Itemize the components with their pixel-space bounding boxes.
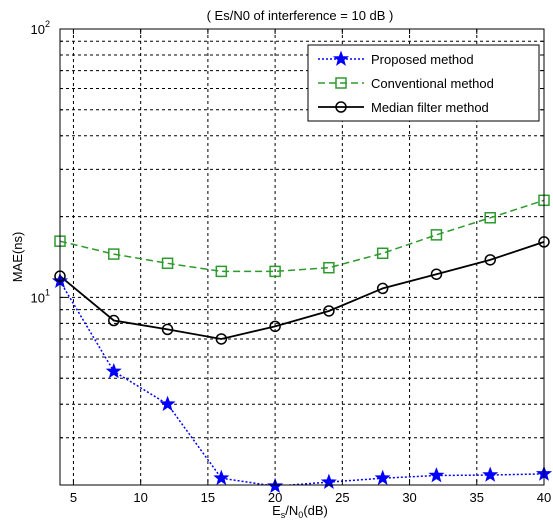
x-tick-label: 10 [133, 490, 147, 505]
conventional-method-point [215, 265, 228, 278]
proposed-method-point [159, 395, 176, 412]
median-filter-method-point [269, 320, 281, 333]
proposed-method-point [213, 469, 230, 486]
median-filter-method-point [376, 282, 389, 295]
conventional-method-point [108, 248, 120, 260]
y-axis-label: MAE(ns) [10, 232, 25, 283]
conventional-method-point [323, 261, 335, 274]
conventional-method-point [269, 265, 281, 278]
x-tick-label: 15 [201, 490, 215, 505]
proposed-method-point [320, 473, 337, 489]
conventional-method-point [484, 212, 496, 224]
x-axis-label-sub-0: 0 [298, 510, 303, 520]
y-tick-label: 102 [31, 19, 50, 37]
median-filter-method-point [430, 268, 443, 280]
median-filter-method-line [60, 241, 544, 340]
legend-marker-proposed-method [332, 50, 350, 66]
legend-label-conventional-method: Conventional method [371, 76, 494, 91]
median-filter-method-point [323, 305, 335, 317]
x-tick-label: 20 [268, 490, 282, 505]
x-axis-label-sub-s: s [281, 510, 286, 520]
legend-label-proposed-method: Proposed method [371, 52, 474, 67]
proposed-method-line [60, 280, 544, 485]
series-layer [60, 199, 544, 485]
chart-title: ( Es/N0 of interference = 10 dB ) [207, 8, 394, 23]
proposed-method-point [374, 469, 391, 486]
proposed-method-point [428, 467, 445, 483]
legend-label-median-filter-method: Median filter method [371, 100, 489, 115]
x-tick-label: 35 [470, 490, 484, 505]
x-tick-label: 30 [402, 490, 416, 505]
conventional-method-point [161, 257, 174, 270]
x-axis-label-unit: (dB) [303, 503, 328, 518]
proposed-method-point [482, 466, 499, 482]
x-tick-label: 5 [70, 490, 77, 505]
plot-frame [59, 28, 545, 486]
conventional-method-line [60, 199, 544, 273]
legend-marker-median-filter-method [335, 101, 347, 113]
x-axis-label-slash: /N [285, 503, 298, 518]
tick-layer: 5 10 15 20 25 30 35 40 101 102 [31, 19, 552, 505]
x-tick-label: 25 [335, 490, 349, 505]
y-tick-label: 101 [31, 287, 50, 305]
conventional-method-point [430, 229, 443, 241]
x-tick-label: 40 [537, 490, 551, 505]
legend-marker-conventional-method [335, 77, 347, 89]
median-filter-method-point [484, 254, 496, 266]
median-filter-method-point [108, 314, 120, 327]
median-filter-method-point [161, 323, 174, 336]
x-axis-label: Es/N0(dB) [272, 503, 328, 520]
x-axis-label-e: E [272, 503, 281, 518]
marker-layer [51, 194, 553, 493]
legend: Proposed method Conventional method Median… [307, 44, 540, 122]
conventional-method-point [376, 247, 389, 260]
median-filter-method-point [215, 333, 228, 345]
proposed-method-point [105, 362, 122, 379]
